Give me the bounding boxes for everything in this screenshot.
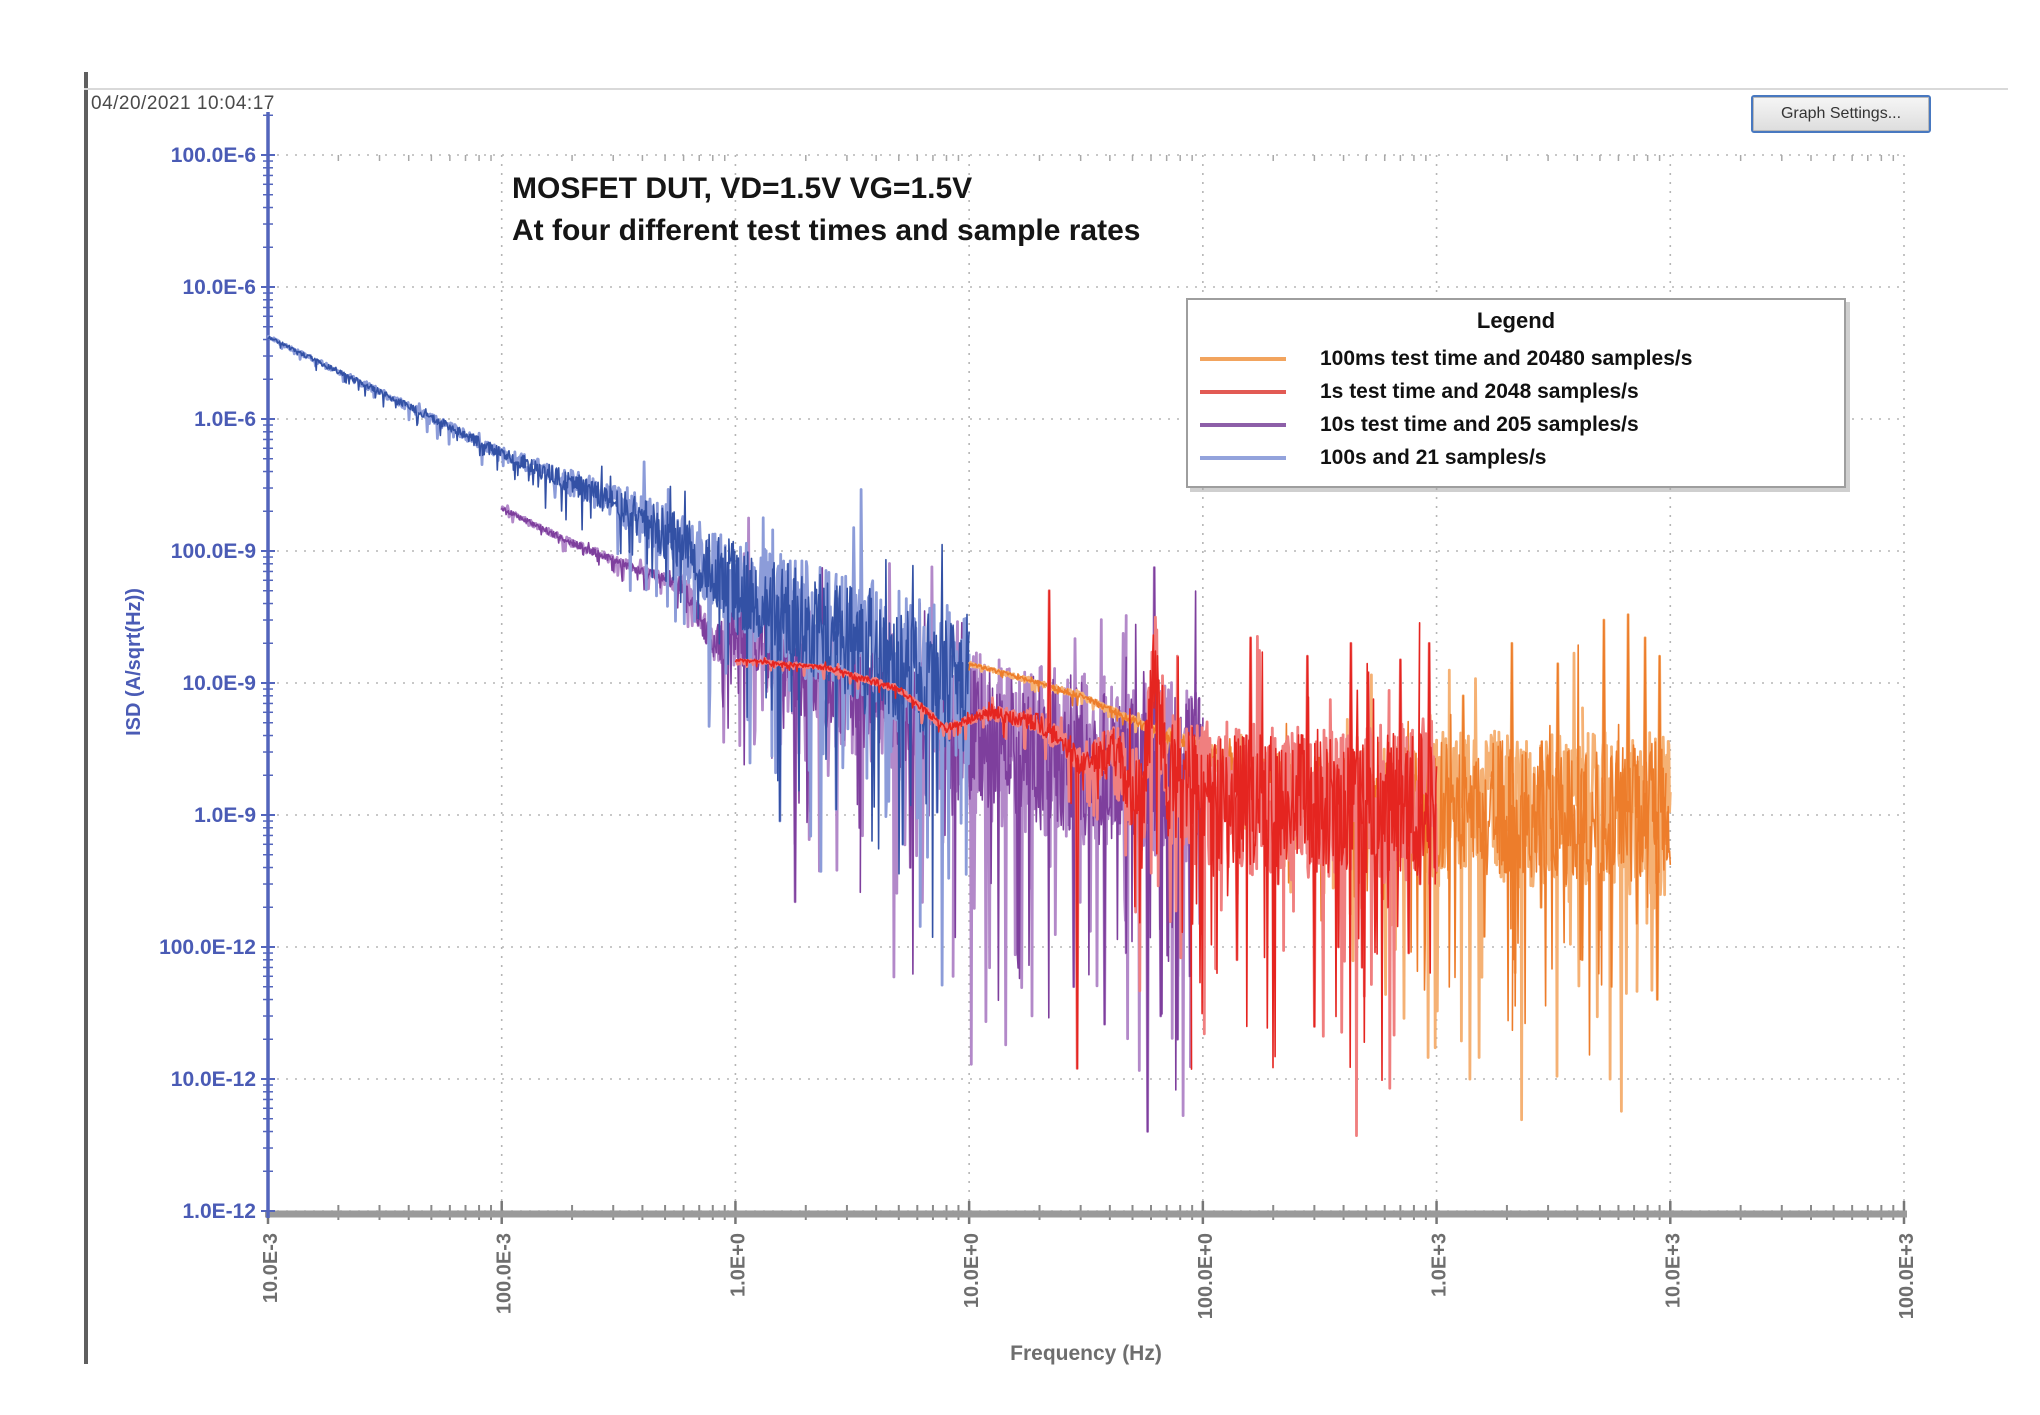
chart-title: MOSFET DUT, VD=1.5V VG=1.5V At four diff…: [512, 168, 1140, 252]
svg-text:10.0E-6: 10.0E-6: [182, 276, 256, 299]
svg-text:1.0E+0: 1.0E+0: [727, 1233, 749, 1297]
window-top-border: [84, 88, 2008, 90]
y-tick-labels: 1.0E-12 10.0E-12 100.0E-12 1.0E-9 10.0E-9 100…: [159, 144, 256, 1223]
legend-swatch-3: [1200, 455, 1286, 460]
legend-label-0: 100ms test time and 20480 samples/s: [1320, 346, 1693, 370]
svg-text:10.0E-12: 10.0E-12: [171, 1068, 256, 1091]
legend-title: Legend: [1476, 308, 1556, 333]
legend-label-2: 10s test time and 205 samples/s: [1320, 412, 1639, 436]
legend-row-0: 100ms test time and 20480 samples/s: [1188, 342, 1844, 375]
legend-label-1: 1s test time and 2048 samples/s: [1320, 379, 1639, 403]
legend-entries: 100ms test time and 20480 samples/s 1s te…: [1188, 342, 1844, 474]
svg-text:100.0E-6: 100.0E-6: [171, 144, 256, 167]
legend-label-3: 100s and 21 samples/s: [1320, 445, 1547, 469]
svg-text:100.0E+3: 100.0E+3: [1896, 1233, 1918, 1319]
legend-swatch-0: [1200, 356, 1286, 361]
svg-text:1.0E-6: 1.0E-6: [194, 408, 256, 431]
svg-text:10.0E-9: 10.0E-9: [182, 672, 256, 695]
graph-settings-button[interactable]: Graph Settings...: [1751, 95, 1931, 133]
legend-swatch-1: [1200, 389, 1286, 394]
legend-row-3: 100s and 21 samples/s: [1188, 441, 1844, 474]
y-axis: [261, 112, 275, 1218]
svg-text:10.0E+3: 10.0E+3: [1662, 1233, 1684, 1308]
series-group: [267, 334, 1672, 1137]
series-3: [267, 334, 971, 987]
x-axis-title: Frequency (Hz): [1010, 1342, 1162, 1365]
legend-swatch-2: [1200, 422, 1286, 427]
svg-text:100.0E-9: 100.0E-9: [171, 540, 256, 563]
svg-text:100.0E-3: 100.0E-3: [494, 1233, 516, 1314]
legend-row-1: 1s test time and 2048 samples/s: [1188, 375, 1844, 408]
y-axis-title: ISD (A/sqrt(Hz)): [123, 588, 145, 736]
legend: Legend 100ms test time and 20480 samples…: [1186, 298, 1846, 488]
series-1: [734, 589, 1438, 1137]
svg-text:10.0E+0: 10.0E+0: [961, 1233, 983, 1308]
svg-text:1.0E+3: 1.0E+3: [1429, 1233, 1451, 1297]
chart-title-line2: At four different test times and sample …: [512, 214, 1141, 247]
svg-text:1.0E-12: 1.0E-12: [182, 1200, 256, 1223]
timestamp: 04/20/2021 10:04:17: [91, 93, 275, 114]
chart-title-line1: MOSFET DUT, VD=1.5V VG=1.5V: [512, 172, 973, 205]
legend-row-2: 10s test time and 205 samples/s: [1188, 408, 1844, 441]
svg-text:1.0E-9: 1.0E-9: [194, 804, 256, 827]
svg-text:100.0E-12: 100.0E-12: [159, 936, 256, 959]
svg-text:100.0E+0: 100.0E+0: [1195, 1233, 1217, 1319]
window-left-border: [84, 72, 88, 1364]
x-tick-labels: 10.0E-3 100.0E-3 1.0E+0 10.0E+0 100.0E+0 1.0E…: [260, 1233, 1918, 1319]
svg-text:10.0E-3: 10.0E-3: [260, 1233, 282, 1303]
